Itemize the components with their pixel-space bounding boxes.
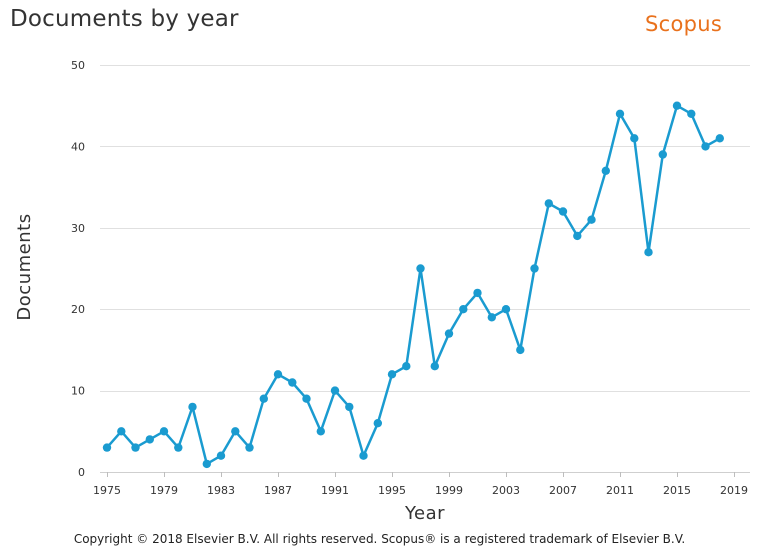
y-tick-label-40: 40 <box>71 140 85 153</box>
data-point-2004 <box>516 345 525 355</box>
data-point-1985 <box>245 443 254 452</box>
grid-lines <box>100 65 750 473</box>
data-point-1990 <box>316 427 325 436</box>
x-tick-label-1983: 1983 <box>207 484 235 497</box>
scopus-logo[interactable]: Scopus <box>645 12 723 36</box>
y-tick-label-10: 10 <box>71 385 85 398</box>
data-point-2007 <box>558 207 568 216</box>
data-point-1975 <box>102 443 112 452</box>
data-point-2017 <box>701 142 710 151</box>
data-point-2014 <box>658 150 667 159</box>
data-point-1994 <box>373 419 382 428</box>
x-tick-label-1995: 1995 <box>378 484 406 497</box>
data-point-1986 <box>259 394 268 403</box>
data-point-1996 <box>402 362 411 371</box>
data-point-2015 <box>672 101 682 110</box>
y-axis-ticks: 0 10 20 30 40 50 <box>71 59 85 479</box>
x-tick-label-2011: 2011 <box>606 484 634 497</box>
data-point-1984 <box>231 427 240 436</box>
data-point-2012 <box>630 134 639 143</box>
data-point-2010 <box>601 166 610 175</box>
chart-title: Documents by year <box>10 6 239 32</box>
y-tick-label-50: 50 <box>71 59 85 72</box>
data-point-1999 <box>444 329 454 338</box>
documents-line-chart: 0 10 20 30 40 50 1975 1979 1983 1987 1991 1995 1999… <box>14 59 750 524</box>
data-point-2006 <box>544 199 553 208</box>
y-axis-title: Documents <box>14 213 35 320</box>
data-point-1979 <box>159 427 169 436</box>
x-tick-label-1999: 1999 <box>435 484 463 497</box>
data-point-1989 <box>302 394 311 403</box>
data-point-2016 <box>687 109 696 119</box>
data-point-2011 <box>615 109 625 119</box>
x-tick-label-1979: 1979 <box>150 484 178 497</box>
data-point-1997 <box>416 264 425 273</box>
data-point-1978 <box>145 435 154 444</box>
data-point-2003 <box>501 305 511 314</box>
data-point-1981 <box>188 402 197 412</box>
data-point-1976 <box>117 427 126 436</box>
x-axis-ticks: 1975 1979 1983 1987 1991 1995 1999 2003 2007 2011… <box>93 472 748 497</box>
data-point-2013 <box>644 248 653 257</box>
data-point-1983 <box>216 451 226 460</box>
data-point-1991 <box>330 386 340 395</box>
y-tick-label-30: 30 <box>71 222 85 235</box>
data-point-2001 <box>473 288 482 298</box>
copyright-notice: Copyright © 2018 Elsevier B.V. All right… <box>73 532 686 546</box>
series-line-0 <box>105 104 722 466</box>
x-tick-label-2015: 2015 <box>663 484 691 497</box>
y-tick-label-20: 20 <box>71 303 85 316</box>
y-tick-label-0: 0 <box>78 466 85 479</box>
data-point-2018 <box>715 134 724 143</box>
data-point-1998 <box>430 362 439 371</box>
x-tick-label-2019: 2019 <box>720 484 748 497</box>
data-point-1980 <box>174 443 183 452</box>
data-point-1988 <box>288 378 297 387</box>
data-point-2008 <box>573 231 582 241</box>
data-point-1987 <box>273 370 283 379</box>
data-point-2000 <box>459 305 468 314</box>
data-point-1992 <box>345 402 354 412</box>
x-tick-label-1975: 1975 <box>93 484 121 497</box>
x-tick-label-1991: 1991 <box>321 484 349 497</box>
data-point-2002 <box>487 313 496 322</box>
x-tick-label-2003: 2003 <box>492 484 520 497</box>
data-point-1982 <box>202 459 211 469</box>
x-axis-title: Year <box>404 503 445 524</box>
data-point-1995 <box>387 370 397 379</box>
data-point-1977 <box>131 443 140 452</box>
data-point-1993 <box>359 451 368 460</box>
x-tick-label-2007: 2007 <box>549 484 577 497</box>
x-tick-label-1987: 1987 <box>264 484 292 497</box>
data-point-2009 <box>587 215 596 224</box>
series <box>102 101 724 469</box>
data-point-2005 <box>530 264 539 273</box>
